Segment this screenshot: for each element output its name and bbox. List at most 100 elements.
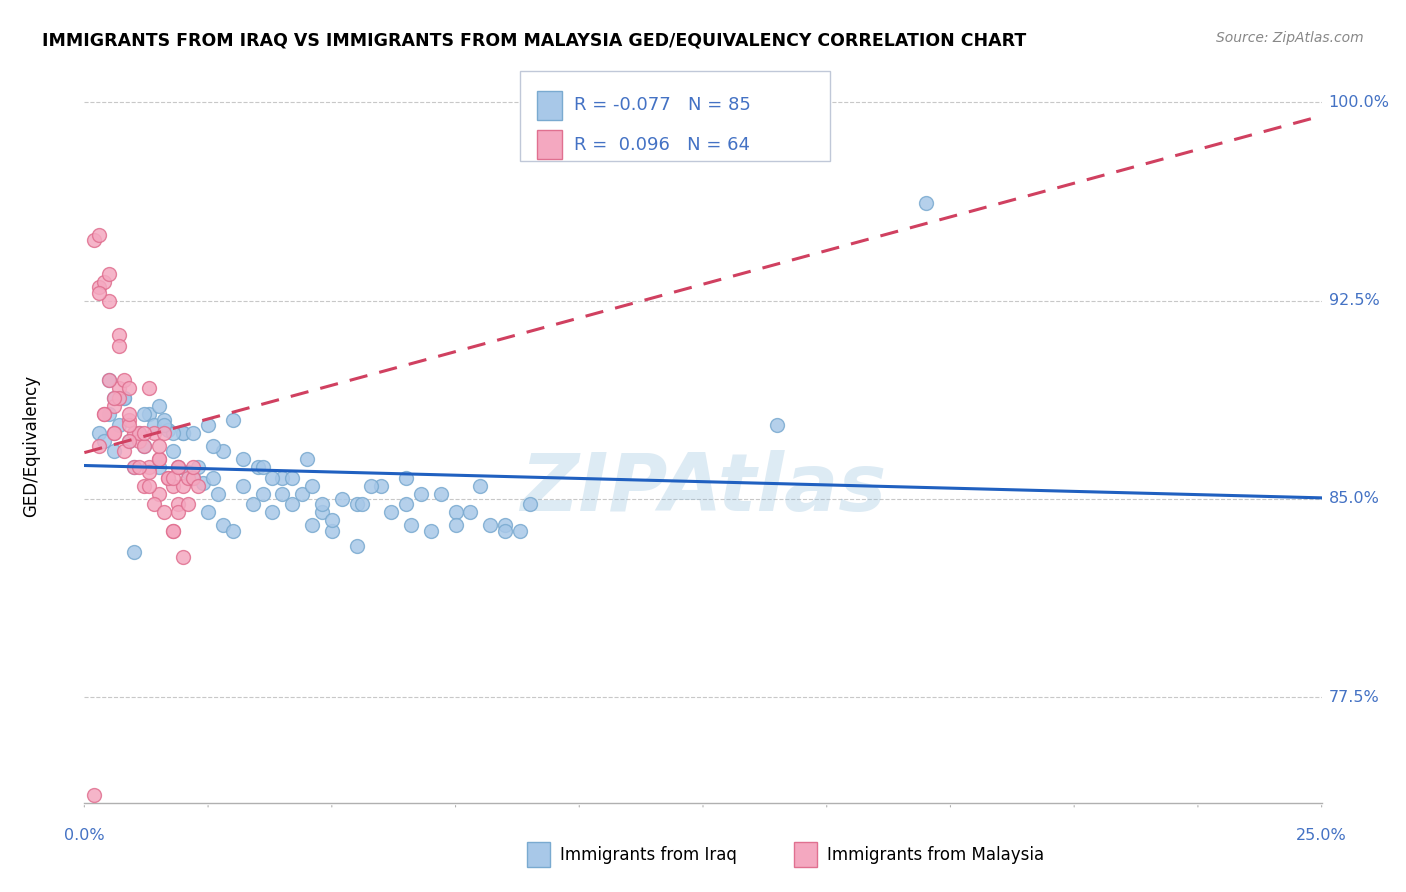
Point (187, 478, 209, 492)
Point (108, 328, 131, 343)
Point (252, 486, 274, 500)
Point (419, 524, 441, 538)
Point (444, 518, 467, 533)
Point (509, 524, 531, 538)
Point (89, 280, 111, 294)
Point (246, 460, 269, 475)
Point (103, 392, 125, 406)
Point (252, 460, 274, 475)
Point (98, 293, 121, 308)
Point (118, 434, 141, 448)
Point (118, 434, 141, 448)
Point (132, 439, 155, 453)
Point (470, 478, 492, 492)
Point (212, 518, 235, 533)
Point (172, 425, 194, 440)
Point (262, 505, 284, 519)
Point (301, 518, 323, 533)
Text: 77.5%: 77.5% (1329, 690, 1379, 705)
Point (212, 444, 235, 458)
Point (301, 478, 323, 492)
Point (172, 425, 194, 440)
Point (122, 460, 145, 475)
Point (766, 417, 789, 432)
Point (142, 417, 165, 432)
Point (181, 471, 204, 485)
Point (429, 486, 451, 500)
Point (167, 460, 190, 475)
Point (177, 497, 200, 511)
Point (132, 407, 155, 421)
Point (89, 285, 111, 300)
Point (181, 425, 204, 440)
Point (138, 466, 160, 480)
Point (112, 392, 135, 406)
Point (128, 434, 150, 448)
Point (142, 497, 165, 511)
Point (103, 444, 125, 458)
Point (346, 497, 368, 511)
Point (103, 425, 125, 440)
Point (89, 439, 111, 453)
Point (118, 417, 141, 432)
Point (207, 486, 229, 500)
Point (162, 425, 184, 440)
Point (108, 338, 131, 352)
Text: R =  0.096   N = 64: R = 0.096 N = 64 (574, 136, 749, 153)
Point (93, 434, 115, 448)
Point (148, 452, 170, 467)
Point (181, 460, 204, 475)
Point (162, 471, 184, 485)
Point (330, 491, 353, 506)
Point (172, 549, 194, 564)
Point (191, 475, 214, 490)
Point (128, 425, 150, 440)
Point (177, 466, 200, 480)
Point (93, 275, 115, 289)
Point (380, 505, 402, 519)
Point (232, 478, 254, 492)
Point (138, 381, 160, 395)
Point (103, 400, 125, 414)
Text: Immigrants from Malaysia: Immigrants from Malaysia (827, 846, 1043, 863)
Point (148, 460, 170, 475)
Point (167, 460, 190, 475)
Point (167, 460, 190, 475)
Point (281, 471, 304, 485)
Text: 0.0%: 0.0% (65, 828, 104, 843)
Point (108, 392, 131, 406)
Point (242, 497, 264, 511)
Point (89, 227, 111, 242)
Point (444, 505, 467, 519)
Text: Source: ZipAtlas.com: Source: ZipAtlas.com (1216, 31, 1364, 45)
Point (138, 407, 160, 421)
Point (148, 400, 170, 414)
Point (103, 425, 125, 440)
Point (98, 407, 121, 421)
Point (152, 425, 174, 440)
Point (128, 460, 150, 475)
Point (187, 460, 209, 475)
Point (83, 233, 105, 247)
Point (479, 518, 502, 533)
Text: 85.0%: 85.0% (1329, 491, 1379, 507)
Text: GED/Equivalency: GED/Equivalency (22, 375, 39, 517)
Point (162, 444, 184, 458)
Point (98, 267, 121, 281)
Point (172, 478, 194, 492)
Point (350, 497, 373, 511)
Point (281, 497, 304, 511)
Point (132, 478, 155, 492)
Point (395, 471, 418, 485)
Point (494, 524, 516, 538)
Point (132, 425, 155, 440)
Point (395, 497, 418, 511)
Point (103, 392, 125, 406)
Point (118, 407, 141, 421)
Text: R = -0.077   N = 85: R = -0.077 N = 85 (574, 96, 751, 114)
Text: ZIPAtlas: ZIPAtlas (520, 450, 886, 528)
Point (142, 425, 165, 440)
Point (346, 540, 368, 554)
Point (321, 524, 343, 538)
Point (271, 486, 294, 500)
